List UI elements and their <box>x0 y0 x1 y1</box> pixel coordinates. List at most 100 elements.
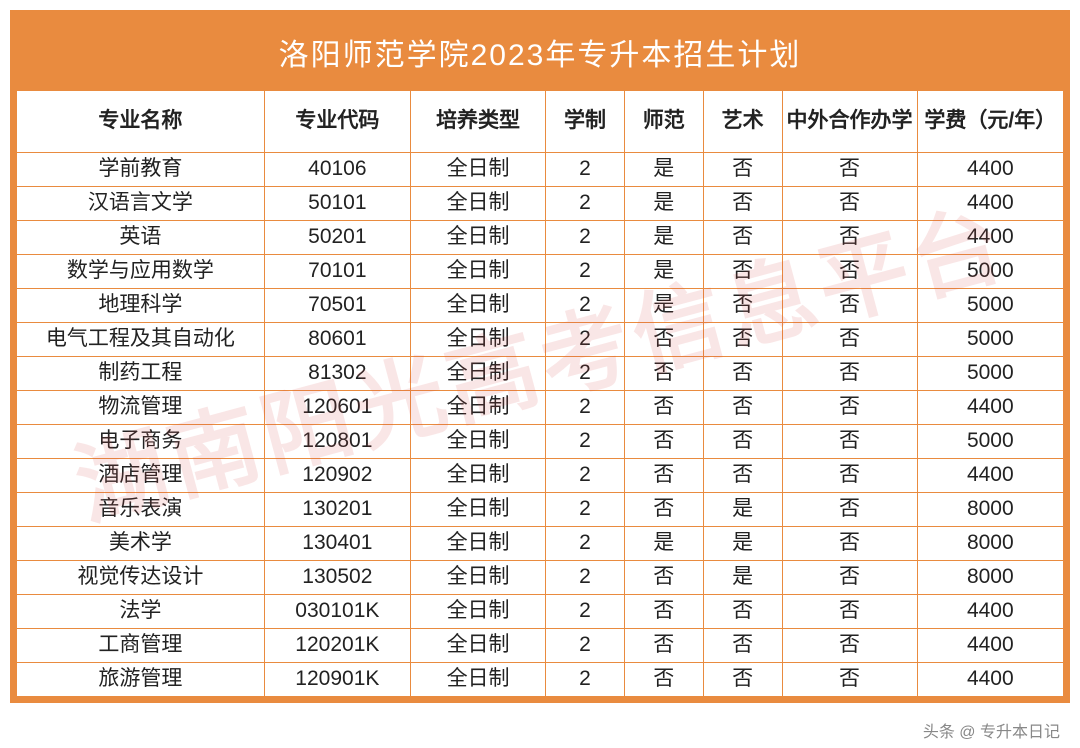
table-row: 视觉传达设计130502全日制2否是否8000 <box>17 561 1064 595</box>
table-cell: 否 <box>782 153 917 187</box>
table-cell: 5000 <box>917 255 1063 289</box>
table-cell: 是 <box>703 561 782 595</box>
table-cell: 否 <box>782 323 917 357</box>
table-cell: 全日制 <box>411 391 546 425</box>
table-cell: 法学 <box>17 595 265 629</box>
table-cell: 70101 <box>264 255 410 289</box>
table-cell: 80601 <box>264 323 410 357</box>
table-cell: 2 <box>546 663 625 697</box>
table-cell: 工商管理 <box>17 629 265 663</box>
table-cell: 否 <box>624 323 703 357</box>
table-row: 电气工程及其自动化80601全日制2否否否5000 <box>17 323 1064 357</box>
table-cell: 2 <box>546 391 625 425</box>
table-cell: 2 <box>546 221 625 255</box>
table-cell: 2 <box>546 323 625 357</box>
table-header-cell: 专业代码 <box>264 91 410 153</box>
table-cell: 旅游管理 <box>17 663 265 697</box>
table-cell: 否 <box>782 187 917 221</box>
table-cell: 50101 <box>264 187 410 221</box>
table-cell: 否 <box>624 357 703 391</box>
table-row: 音乐表演130201全日制2否是否8000 <box>17 493 1064 527</box>
table-cell: 是 <box>624 153 703 187</box>
table-cell: 2 <box>546 153 625 187</box>
table-cell: 是 <box>624 187 703 221</box>
table-cell: 70501 <box>264 289 410 323</box>
table-cell: 5000 <box>917 357 1063 391</box>
table-cell: 否 <box>782 357 917 391</box>
table-cell: 否 <box>624 595 703 629</box>
table-cell: 否 <box>782 255 917 289</box>
table-cell: 4400 <box>917 629 1063 663</box>
table-cell: 2 <box>546 493 625 527</box>
table-cell: 电子商务 <box>17 425 265 459</box>
table-cell: 否 <box>782 629 917 663</box>
table-cell: 全日制 <box>411 459 546 493</box>
table-cell: 否 <box>703 357 782 391</box>
table-cell: 全日制 <box>411 527 546 561</box>
table-cell: 否 <box>782 289 917 323</box>
table-row: 美术学130401全日制2是是否8000 <box>17 527 1064 561</box>
table-cell: 否 <box>703 425 782 459</box>
table-header-cell: 学费（元/年） <box>917 91 1063 153</box>
table-cell: 否 <box>703 255 782 289</box>
table-cell: 是 <box>624 255 703 289</box>
table-header-row: 专业名称专业代码培养类型学制师范艺术中外合作办学学费（元/年） <box>17 91 1064 153</box>
table-cell: 2 <box>546 289 625 323</box>
table-cell: 是 <box>624 527 703 561</box>
table-cell: 全日制 <box>411 663 546 697</box>
table-cell: 全日制 <box>411 255 546 289</box>
table-cell: 全日制 <box>411 153 546 187</box>
table-cell: 否 <box>703 629 782 663</box>
table-cell: 酒店管理 <box>17 459 265 493</box>
table-cell: 120902 <box>264 459 410 493</box>
page-title: 洛阳师范学院2023年专升本招生计划 <box>16 16 1064 90</box>
table-cell: 120601 <box>264 391 410 425</box>
table-cell: 否 <box>782 663 917 697</box>
table-cell: 8000 <box>917 527 1063 561</box>
table-cell: 4400 <box>917 459 1063 493</box>
table-cell: 否 <box>782 391 917 425</box>
table-cell: 4400 <box>917 391 1063 425</box>
table-cell: 否 <box>624 493 703 527</box>
table-row: 旅游管理120901K全日制2否否否4400 <box>17 663 1064 697</box>
table-header-cell: 中外合作办学 <box>782 91 917 153</box>
table-cell: 120801 <box>264 425 410 459</box>
table-cell: 否 <box>703 391 782 425</box>
table-row: 数学与应用数学70101全日制2是否否5000 <box>17 255 1064 289</box>
table-cell: 全日制 <box>411 289 546 323</box>
table-cell: 2 <box>546 255 625 289</box>
table-cell: 物流管理 <box>17 391 265 425</box>
table-header-cell: 专业名称 <box>17 91 265 153</box>
table-row: 工商管理120201K全日制2否否否4400 <box>17 629 1064 663</box>
table-cell: 全日制 <box>411 221 546 255</box>
table-cell: 否 <box>782 527 917 561</box>
table-cell: 否 <box>782 425 917 459</box>
table-cell: 数学与应用数学 <box>17 255 265 289</box>
table-cell: 全日制 <box>411 323 546 357</box>
table-cell: 否 <box>703 221 782 255</box>
table-row: 地理科学70501全日制2是否否5000 <box>17 289 1064 323</box>
table-cell: 全日制 <box>411 187 546 221</box>
table-cell: 否 <box>624 663 703 697</box>
table-cell: 是 <box>624 289 703 323</box>
table-cell: 英语 <box>17 221 265 255</box>
table-cell: 视觉传达设计 <box>17 561 265 595</box>
table-cell: 4400 <box>917 595 1063 629</box>
table-cell: 4400 <box>917 153 1063 187</box>
table-cell: 2 <box>546 357 625 391</box>
table-cell: 否 <box>703 323 782 357</box>
table-header-cell: 培养类型 <box>411 91 546 153</box>
table-cell: 8000 <box>917 561 1063 595</box>
table-header-cell: 学制 <box>546 91 625 153</box>
table-cell: 全日制 <box>411 595 546 629</box>
table-cell: 否 <box>703 459 782 493</box>
table-cell: 2 <box>546 561 625 595</box>
table-cell: 81302 <box>264 357 410 391</box>
table-cell: 全日制 <box>411 493 546 527</box>
table-cell: 美术学 <box>17 527 265 561</box>
table-cell: 4400 <box>917 221 1063 255</box>
table-cell: 120201K <box>264 629 410 663</box>
table-cell: 5000 <box>917 323 1063 357</box>
table-cell: 否 <box>782 459 917 493</box>
table-cell: 全日制 <box>411 561 546 595</box>
